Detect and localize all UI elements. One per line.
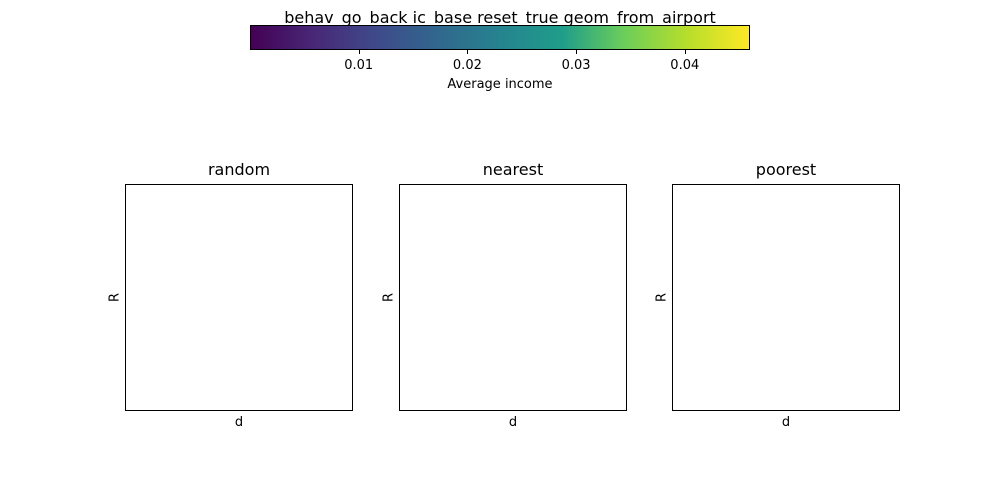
colorbar-tick-mark xyxy=(358,50,360,54)
figure-title: behav_go_back ic_base reset_true geom_fr… xyxy=(284,8,716,27)
heatmap-axes xyxy=(125,184,353,411)
colorbar-ticks: 0.01 0.02 0.03 0.04 xyxy=(250,50,750,80)
colorbar xyxy=(250,25,750,50)
subplot-nearest: nearest d R xyxy=(382,160,627,440)
subplot-title: poorest xyxy=(755,160,817,179)
colorbar-tick-label: 0.03 xyxy=(561,58,591,73)
y-axis-label: R xyxy=(381,292,397,303)
heatmap-axes xyxy=(399,184,627,411)
colorbar-tick-label: 0.01 xyxy=(344,58,374,73)
colorbar-tick-mark xyxy=(684,50,686,54)
colorbar-label: Average income xyxy=(447,77,553,92)
subplot-random: random d R xyxy=(108,160,353,440)
colorbar-tick-mark xyxy=(467,50,469,54)
x-axis-label: d xyxy=(781,415,791,430)
x-axis-label: d xyxy=(508,415,518,430)
subplot-title: nearest xyxy=(482,160,544,179)
heatmap-axes xyxy=(672,184,900,411)
y-axis-label: R xyxy=(107,292,123,303)
colorbar-tick-label: 0.04 xyxy=(670,58,700,73)
colorbar-tick-mark xyxy=(576,50,578,54)
x-axis-label: d xyxy=(234,415,244,430)
subplot-title: random xyxy=(207,160,271,179)
y-axis-label: R xyxy=(654,292,670,303)
subplot-poorest: poorest d R xyxy=(655,160,900,440)
colorbar-tick-label: 0.02 xyxy=(452,58,482,73)
